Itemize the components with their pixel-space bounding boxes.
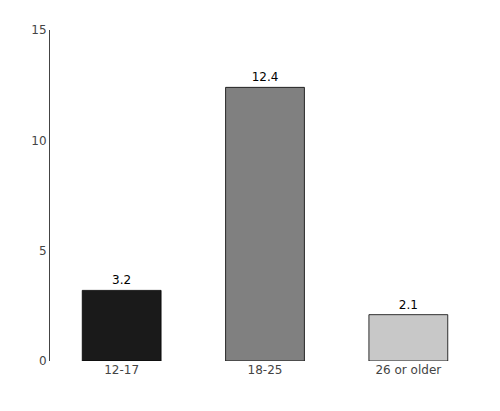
svg-text:5: 5 — [39, 244, 47, 258]
svg-text:2.1: 2.1 — [399, 298, 418, 312]
svg-text:12.4: 12.4 — [252, 70, 279, 84]
svg-text:0: 0 — [39, 354, 47, 368]
svg-text:26 or older: 26 or older — [375, 363, 441, 377]
svg-text:12-17: 12-17 — [104, 363, 139, 377]
svg-text:3.2: 3.2 — [112, 273, 131, 287]
svg-text:18-25: 18-25 — [248, 363, 283, 377]
svg-text:15: 15 — [31, 23, 46, 37]
svg-text:10: 10 — [31, 134, 46, 148]
